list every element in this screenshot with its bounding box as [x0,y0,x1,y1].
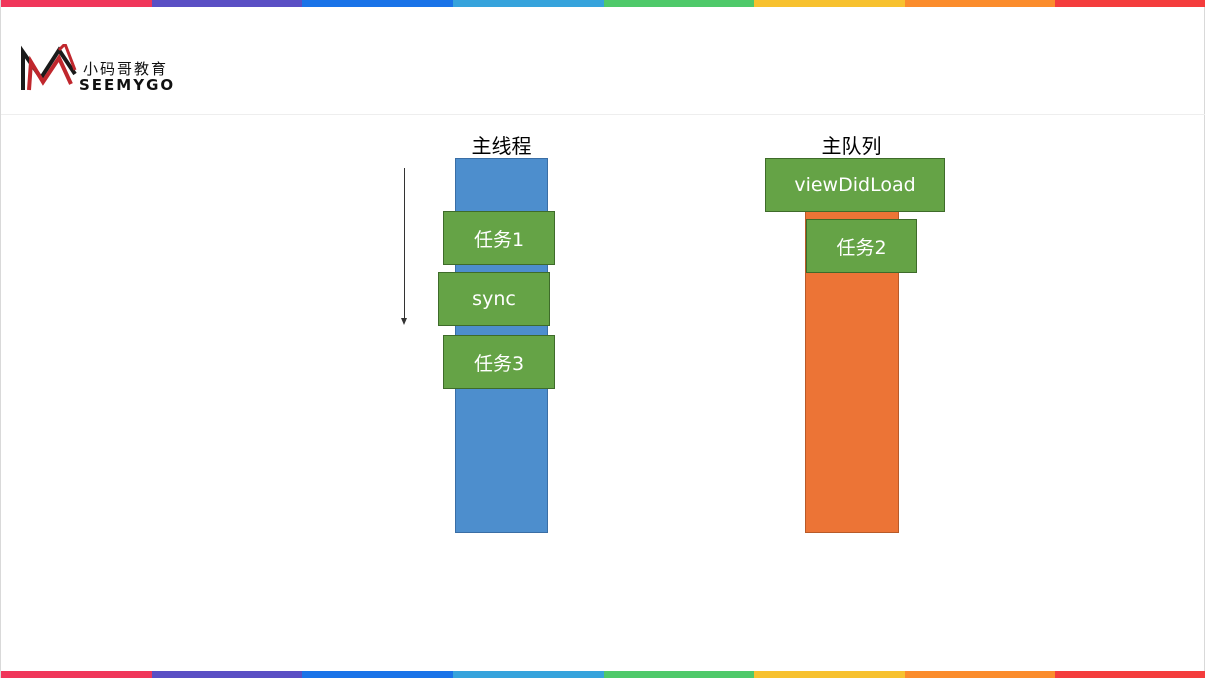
queue-task-box-2: 任务2 [806,219,917,273]
queue-viewdidload-box: viewDidLoad [765,158,945,212]
top-color-stripe [1,0,1205,7]
logo-chinese-text: 小码哥教育 [83,60,169,78]
down-arrow-icon [401,318,407,325]
seemygo-logo: 小码哥教育 SEEMYGO [19,44,189,94]
thread-task-box-1: 任务1 [443,211,555,265]
main-thread-title: 主线程 [471,134,532,158]
main-queue-title: 主队列 [821,134,882,158]
bottom-color-stripe [1,671,1205,678]
header-divider [1,114,1205,115]
thread-task-box-3: 任务3 [443,335,555,389]
thread-sync-box: sync [438,272,550,326]
seemygo-m-logo-icon [21,44,77,91]
logo-english-text: SEEMYGO [79,76,176,94]
execution-direction-line [404,168,405,322]
